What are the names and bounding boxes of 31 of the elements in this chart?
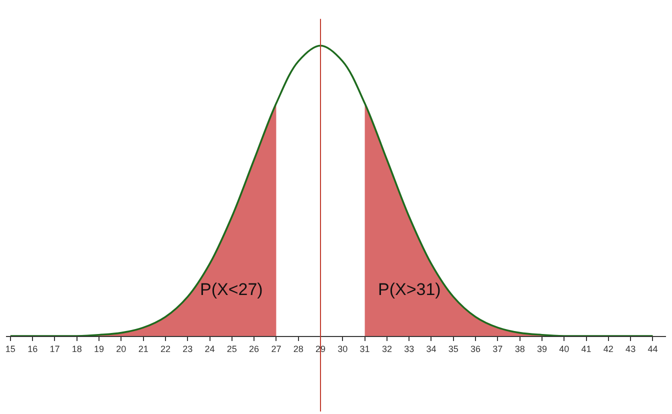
x-tick-label: 35: [448, 344, 458, 354]
annotation: P(X<27): [200, 280, 263, 299]
x-tick-label: 18: [72, 344, 82, 354]
x-tick-label: 34: [426, 344, 436, 354]
x-tick-label: 21: [138, 344, 148, 354]
x-tick-label: 24: [204, 344, 215, 354]
x-tick-label: 16: [28, 344, 38, 354]
x-tick-label: 23: [182, 344, 193, 354]
x-tick-label: 41: [581, 344, 592, 354]
x-tick-label: 36: [470, 344, 481, 354]
x-tick-label: 37: [492, 344, 503, 354]
x-tick-label: 22: [160, 344, 170, 354]
x-tick-label: 26: [249, 344, 260, 354]
x-tick-label: 42: [603, 344, 614, 354]
annotation: P(X>31): [378, 280, 441, 299]
x-tick-label: 33: [404, 344, 414, 354]
x-tick-label: 32: [382, 344, 392, 354]
x-tick-label: 15: [5, 344, 16, 354]
x-tick-label: 38: [514, 344, 525, 354]
x-tick-label: 40: [559, 344, 570, 354]
x-tick-label: 28: [293, 344, 304, 354]
x-tick-label: 17: [50, 344, 60, 354]
x-tick-label: 27: [271, 344, 282, 354]
x-tick-label: 39: [536, 344, 547, 354]
x-tick-label: 19: [94, 344, 104, 354]
x-tick-label: 25: [226, 344, 237, 354]
x-tick-label: 44: [648, 344, 658, 354]
x-tick-label: 31: [360, 344, 370, 354]
x-tick-label: 20: [116, 344, 126, 354]
x-tick-label: 30: [338, 344, 348, 354]
x-tick-label: 43: [626, 344, 636, 354]
